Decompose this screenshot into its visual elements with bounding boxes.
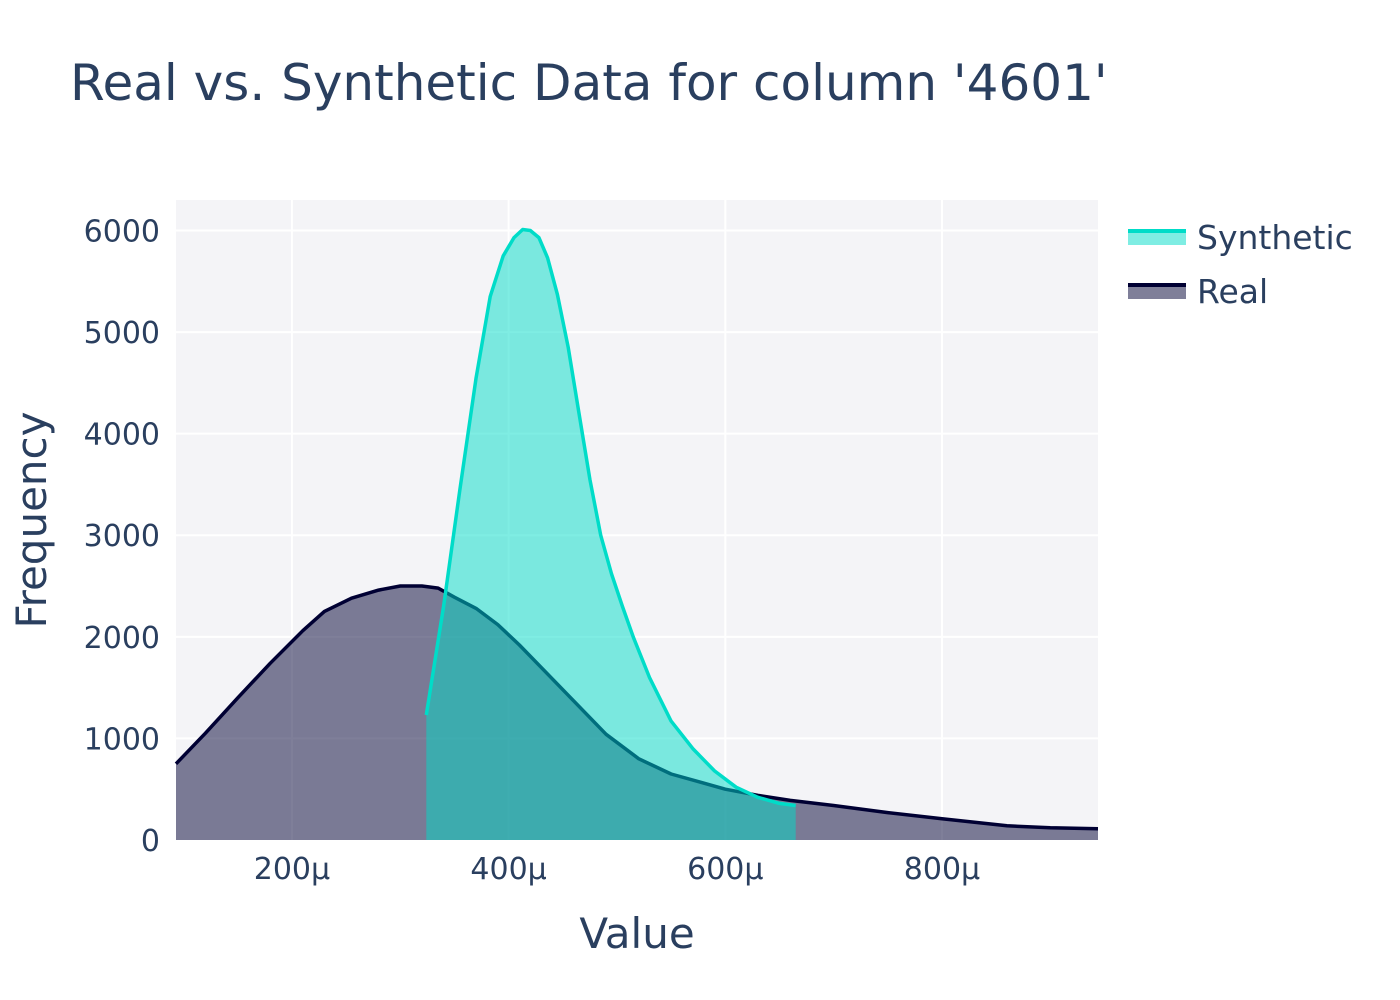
y-tick-label: 0 [141, 824, 160, 859]
y-tick-label: 6000 [84, 214, 160, 249]
legend-item-synthetic[interactable]: Synthetic [1128, 218, 1353, 257]
legend-label: Real [1197, 272, 1268, 311]
y-tick-label: 3000 [84, 519, 160, 554]
x-tick-label: 600μ [687, 852, 763, 887]
y-tick-label: 4000 [84, 418, 160, 453]
x-tick-label: 400μ [470, 852, 546, 887]
legend-item-real[interactable]: Real [1128, 272, 1268, 311]
series-layer [174, 227, 1099, 840]
legend-label: Synthetic [1197, 218, 1353, 257]
series-area-synthetic [426, 229, 796, 840]
y-axis-title: Frequency [7, 412, 56, 629]
chart-title: Real vs. Synthetic Data for column '4601… [70, 54, 1108, 112]
x-axis-ticks: 200μ 400μ 600μ 800μ [254, 852, 980, 887]
x-tick-label: 200μ [254, 852, 330, 887]
legend-swatch-fill [1128, 231, 1186, 245]
legend[interactable]: Synthetic Real [1128, 218, 1353, 311]
y-axis-ticks: 0 1000 2000 3000 4000 5000 6000 [84, 214, 160, 859]
y-tick-label: 2000 [84, 621, 160, 656]
x-axis-title: Value [579, 909, 694, 958]
y-tick-label: 5000 [84, 316, 160, 351]
y-tick-label: 1000 [84, 722, 160, 757]
series-area-real [176, 586, 1098, 840]
x-tick-label: 800μ [904, 852, 980, 887]
series-line-synthetic [424, 227, 796, 808]
legend-swatch-fill [1128, 285, 1186, 299]
